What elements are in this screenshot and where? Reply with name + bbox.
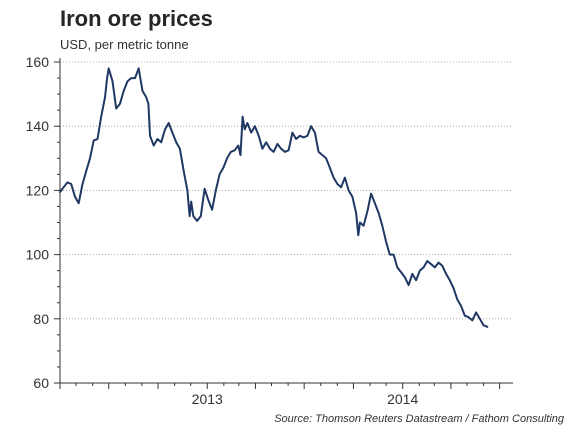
source-note: Source: Thomson Reuters Datastream / Fat… <box>274 413 564 425</box>
y-tick-label-60: 60 <box>33 375 49 391</box>
chart-subtitle: USD, per metric tonne <box>60 37 189 52</box>
y-tick-label-140: 140 <box>26 118 50 134</box>
y-tick-label-80: 80 <box>33 311 49 327</box>
price-line-series-0 <box>59 67 489 328</box>
chart-title: Iron ore prices <box>60 6 213 31</box>
y-tick-label-160: 160 <box>26 54 50 70</box>
y-tick-label-100: 100 <box>26 247 50 263</box>
series-layer <box>59 67 489 328</box>
iron-ore-line-chart: 60 80 100 120 140 160 2013 2014 <box>26 54 513 407</box>
y-tick-label-120: 120 <box>26 182 50 198</box>
x-tick-label-2013: 2013 <box>192 391 223 407</box>
axes: 60 80 100 120 140 160 2013 2014 <box>26 54 513 407</box>
x-tick-label-2014: 2014 <box>387 391 418 407</box>
gridlines <box>60 61 513 320</box>
